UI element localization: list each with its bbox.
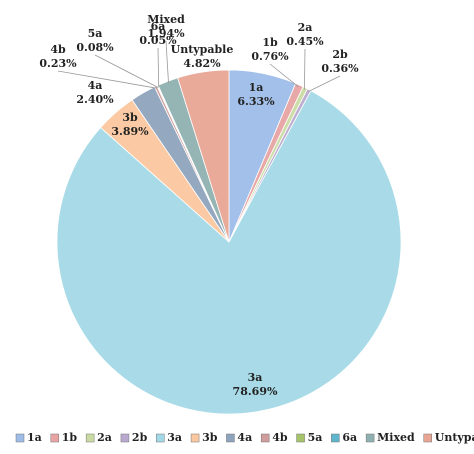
legend-label: 3b [202, 431, 218, 444]
legend-swatch [365, 433, 375, 443]
legend-swatch [423, 433, 432, 443]
legend-swatch [50, 433, 60, 443]
slice-name: 3b [122, 111, 138, 124]
slice-label: 0.36% [321, 62, 359, 75]
slice-label: 4.82% [183, 57, 221, 70]
legend: 1a 1b 2a 2b 3a 3b 4a 4b 5a 6a Mixed Untypable [15, 431, 474, 444]
slice-label: 6.33% [237, 95, 275, 108]
slice-name: 3a [248, 371, 263, 384]
slice-name: 5a [88, 27, 103, 40]
slice-name: Mixed [147, 13, 185, 26]
legend-swatch [156, 433, 165, 443]
slice-label: 0.08% [76, 41, 114, 54]
leader-line [269, 63, 299, 88]
slice-label: 0.45% [286, 35, 324, 48]
slice-name: 2b [332, 48, 348, 61]
slice-name: 1b [262, 36, 278, 49]
legend-label: Mixed [377, 431, 415, 444]
legend-label: 1a [27, 431, 42, 444]
slice-label: 0.05% [139, 34, 177, 47]
pie-slice [56, 90, 402, 415]
legend-label: 3a [167, 431, 182, 444]
leader-line [308, 75, 341, 92]
legend-swatch [190, 433, 200, 443]
legend-swatch [15, 433, 25, 443]
leader-line [94, 54, 159, 88]
slice-name: 2a [298, 21, 313, 34]
legend-label: 6a [342, 431, 357, 444]
slice-label: 3.89% [111, 125, 149, 138]
slices [56, 69, 402, 415]
legend-label: 4b [272, 431, 288, 444]
leader-line [157, 47, 160, 88]
slice-label: 0.23% [39, 57, 77, 70]
legend-label: 5a [308, 431, 323, 444]
slice-label: 0.76% [251, 50, 289, 63]
slice-name: 4b [50, 43, 66, 56]
slice-label: 2.40% [76, 93, 114, 106]
legend-label: 1b [62, 431, 78, 444]
legend-swatch [226, 433, 235, 443]
legend-label: 2a [97, 431, 112, 444]
legend-label: Untypable [435, 431, 474, 444]
slice-label: 1.94% [147, 27, 185, 40]
leader-line [304, 48, 306, 90]
slice-name: 4a [88, 79, 103, 92]
slice-name: 6a [151, 20, 166, 33]
leader-line [165, 40, 169, 84]
slice-name: Untypable [171, 43, 234, 56]
legend-swatch [331, 433, 340, 443]
slice-name: 1a [249, 81, 264, 94]
legend-label: 4a [237, 431, 252, 444]
slice-label: 78.69% [233, 385, 278, 398]
legend-swatch [296, 433, 305, 443]
legend-swatch [120, 433, 130, 443]
legend-swatch [260, 433, 270, 443]
legend-label: 2b [132, 431, 148, 444]
pie-slice [177, 69, 230, 243]
leader-line [57, 70, 157, 89]
legend-swatch [85, 433, 95, 443]
